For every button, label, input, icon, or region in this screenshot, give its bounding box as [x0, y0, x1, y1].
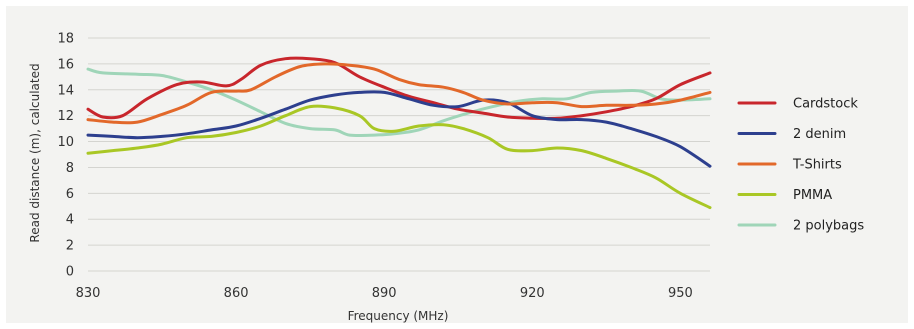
- x-tick-label: 920: [520, 286, 545, 301]
- x-axis-label: Frequency (MHz): [348, 309, 449, 323]
- y-tick-label: 16: [57, 57, 74, 72]
- legend-label-2-polybags: 2 polybags: [793, 219, 864, 234]
- legend-label-cardstock: Cardstock: [793, 97, 858, 112]
- y-tick-label: 6: [66, 187, 74, 202]
- y-tick-label: 2: [66, 239, 74, 254]
- series-line-t-shirts: [86, 62, 712, 125]
- series-line-cardstock: [86, 56, 712, 121]
- x-tick-label: 950: [668, 286, 693, 301]
- x-tick-label: 860: [224, 286, 249, 301]
- y-tick-label: 10: [57, 135, 74, 150]
- series-line-2-polybags: [86, 67, 712, 138]
- legend: Cardstock 2 denim T-Shirts PMMA 2 polybags: [737, 97, 864, 234]
- series-lines: [86, 56, 712, 210]
- y-axis-ticks: 0 2 4 6 8 10 12 14 16 18: [57, 32, 74, 280]
- legend-label-pmma: PMMA: [793, 188, 832, 203]
- y-tick-label: 18: [57, 32, 74, 47]
- y-tick-label: 0: [66, 265, 74, 280]
- x-tick-label: 830: [76, 286, 101, 301]
- x-axis-ticks: 830 860 890 920 950: [76, 286, 693, 301]
- y-tick-label: 12: [57, 109, 74, 124]
- y-axis-label: Read distance (m), calculated: [28, 63, 42, 242]
- y-tick-label: 4: [66, 213, 74, 228]
- y-tick-label: 8: [66, 161, 74, 176]
- x-tick-label: 890: [372, 286, 397, 301]
- series-line-pmma: [86, 104, 712, 210]
- y-tick-label: 14: [57, 83, 74, 98]
- legend-label-t-shirts: T-Shirts: [792, 158, 842, 173]
- legend-label-2-denim: 2 denim: [793, 127, 846, 142]
- grid-lines: [88, 37, 710, 272]
- series-line-2-denim: [86, 90, 712, 168]
